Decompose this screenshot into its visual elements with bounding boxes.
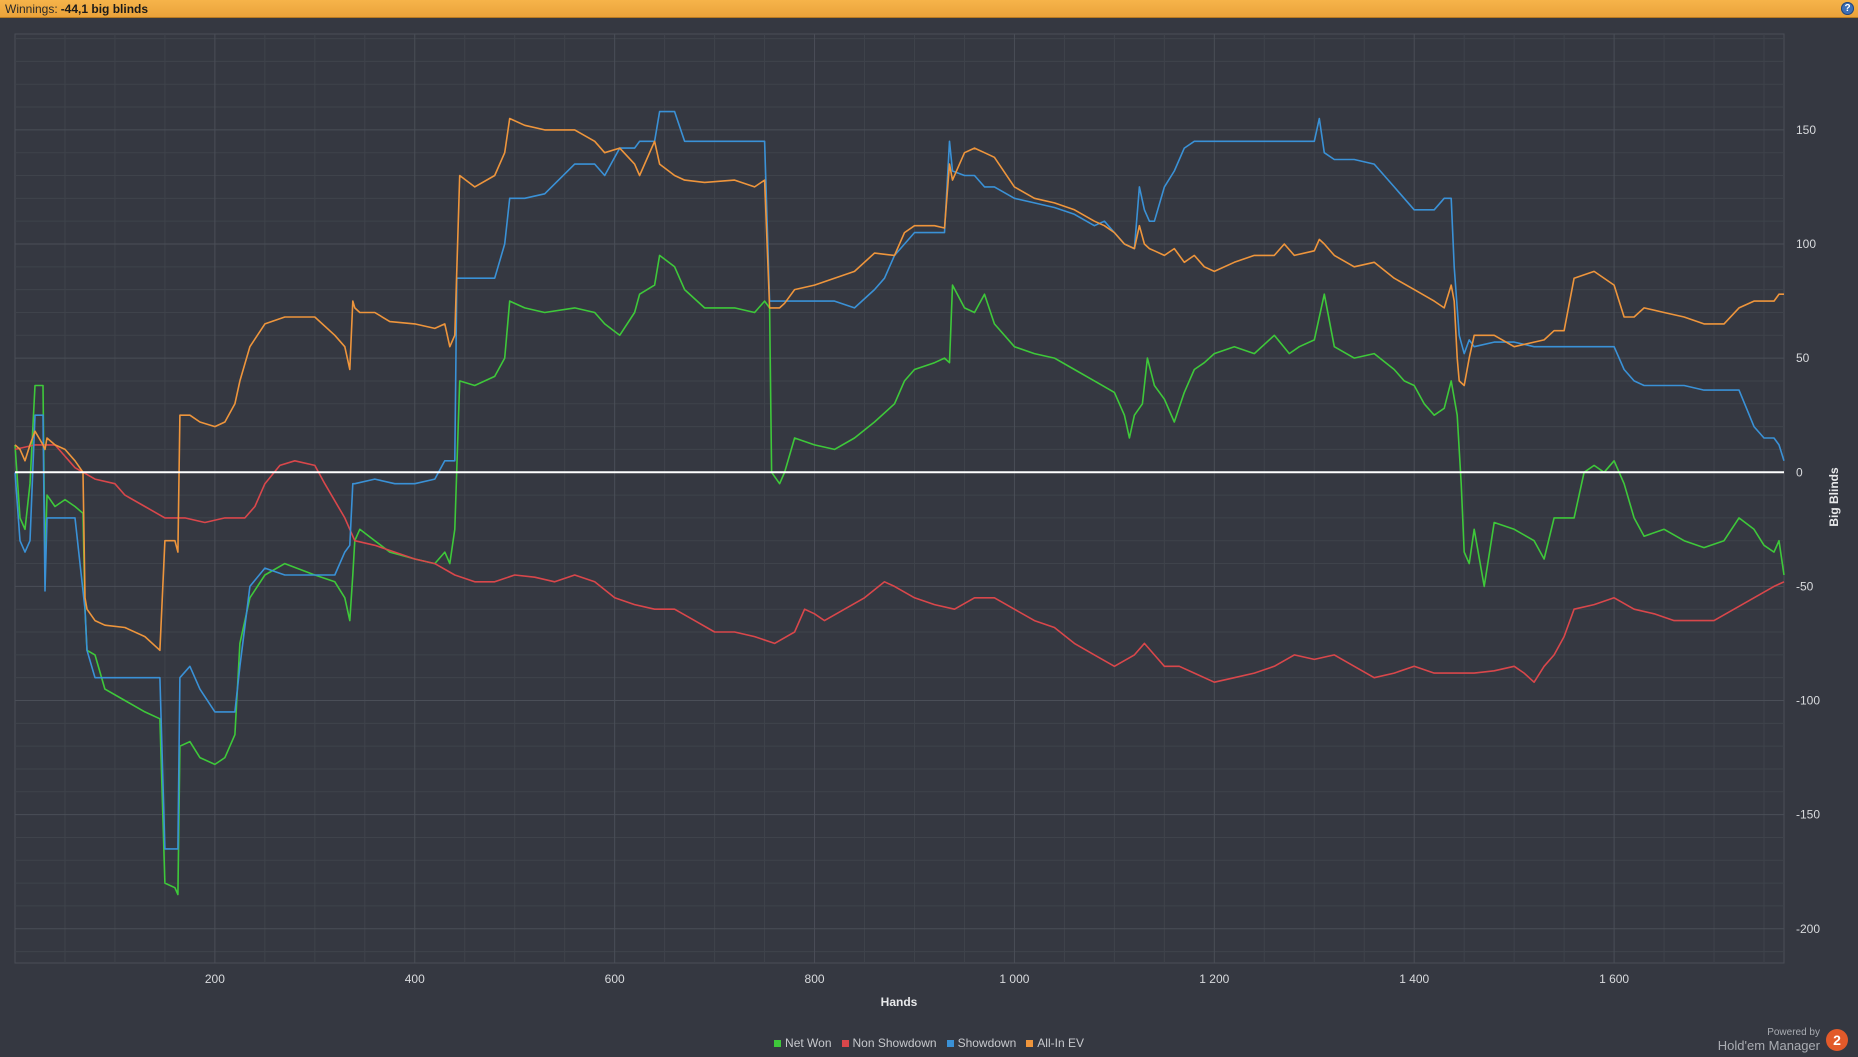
help-icon[interactable]: ? xyxy=(1841,2,1854,15)
plot-area xyxy=(14,33,1785,964)
legend-item-all-in-ev[interactable]: All-In EV xyxy=(1026,1036,1084,1050)
legend-label: Showdown xyxy=(957,1036,1017,1050)
series-line-all-in-ev xyxy=(14,117,1784,652)
winnings-summary: Winnings: -44,1 big blinds xyxy=(0,2,148,16)
winnings-header: Winnings: -44,1 big blinds ? xyxy=(0,0,1858,18)
y-tick-label: 150 xyxy=(1796,123,1816,137)
x-tick-label: 1 600 xyxy=(1599,972,1629,986)
legend-swatch xyxy=(1026,1039,1034,1047)
legend-swatch xyxy=(841,1039,849,1047)
y-axis-ticks: 150 100 50 0 -50 -100 -150 -200 xyxy=(1796,123,1820,936)
x-tick-label: 800 xyxy=(805,972,825,986)
powered-by-block: Powered by Hold'em Manager xyxy=(1718,1027,1820,1053)
x-tick-label: 200 xyxy=(205,972,225,986)
legend-label: All-In EV xyxy=(1037,1036,1084,1050)
series-line-net-won xyxy=(14,254,1785,896)
x-tick-label: 400 xyxy=(405,972,425,986)
series-line-showdown xyxy=(14,110,1785,850)
legend-label: Net Won xyxy=(785,1036,832,1050)
y-tick-label: -50 xyxy=(1796,579,1814,593)
y-tick-label: 100 xyxy=(1796,237,1816,251)
legend-label: Non Showdown xyxy=(852,1036,937,1050)
x-tick-label: 1 000 xyxy=(999,972,1029,986)
legend-swatch xyxy=(946,1039,954,1047)
minor-gridlines xyxy=(15,34,1784,963)
brand-name: Hold'em Manager xyxy=(1717,1038,1820,1053)
y-tick-label: 50 xyxy=(1796,351,1810,365)
x-axis-ticks: 200 400 600 800 1 000 1 200 1 400 1 600 xyxy=(205,972,1630,986)
hem-logo-icon: 2 xyxy=(1826,1029,1848,1051)
y-axis-title: Big Blinds xyxy=(1827,467,1841,527)
legend-swatch xyxy=(774,1039,782,1047)
legend-item-net-won[interactable]: Net Won xyxy=(774,1036,832,1050)
y-tick-label: -200 xyxy=(1796,922,1820,936)
winnings-label: Winnings: xyxy=(5,1,58,16)
x-tick-label: 600 xyxy=(605,972,625,986)
winnings-value: -44,1 big blinds xyxy=(60,1,149,16)
series-layer xyxy=(14,110,1785,896)
series-line-non-showdown xyxy=(14,444,1785,683)
chart-legend: Net Won Non Showdown Showdown All-In EV xyxy=(0,1036,1858,1050)
x-tick-label: 1 200 xyxy=(1199,972,1229,986)
x-tick-label: 1 400 xyxy=(1399,972,1429,986)
powered-by-text: Powered by xyxy=(1767,1027,1820,1038)
y-tick-label: -100 xyxy=(1796,694,1820,708)
x-axis-title: Hands xyxy=(881,995,918,1009)
legend-item-showdown[interactable]: Showdown xyxy=(946,1036,1017,1050)
legend-item-non-showdown[interactable]: Non Showdown xyxy=(841,1036,937,1050)
y-tick-label: -150 xyxy=(1796,808,1820,822)
y-tick-label: 0 xyxy=(1796,465,1803,479)
